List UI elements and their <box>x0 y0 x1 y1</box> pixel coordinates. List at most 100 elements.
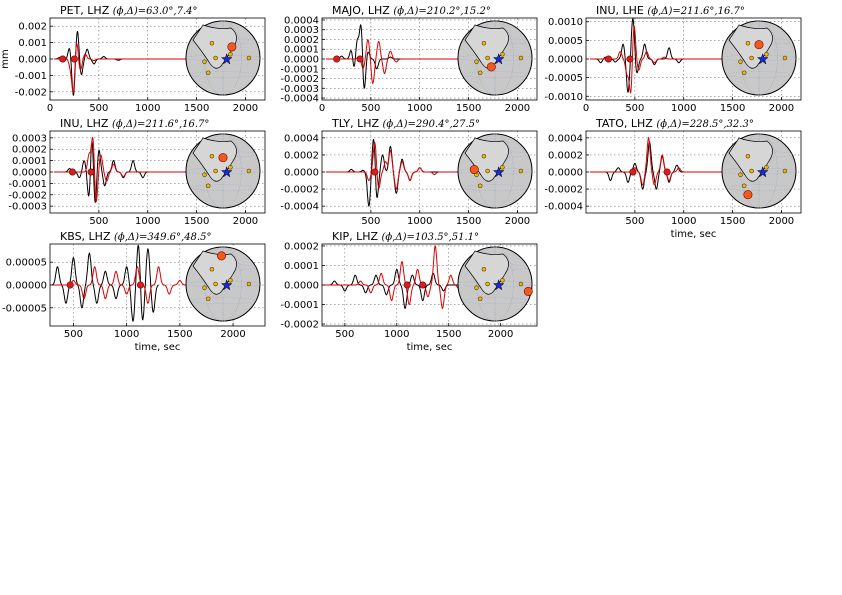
epicenter-star-icon <box>492 166 505 178</box>
x-tick-label: 0 <box>47 103 53 114</box>
parallel <box>185 167 261 175</box>
station-dot <box>481 153 487 159</box>
y-tick-label: 0.0000 <box>548 55 583 66</box>
x-tick-label: 1000 <box>407 216 432 227</box>
epicenter-star-icon <box>756 166 769 178</box>
x-axis-label: time, sec <box>671 229 717 240</box>
y-tick-label: 0.0010 <box>548 17 583 28</box>
x-tick-label: 2000 <box>233 216 258 227</box>
y-tick-label: 0.0001 <box>284 45 319 56</box>
y-tick-label: 0.001 <box>18 38 47 49</box>
parallel <box>725 184 793 191</box>
station-marker <box>218 153 228 163</box>
x-tick-label: 1000 <box>135 103 160 114</box>
station-dot <box>213 55 218 61</box>
pick-marker <box>371 168 379 176</box>
x-axis-label: time, sec <box>135 342 181 353</box>
station-dot <box>738 59 743 64</box>
x-tick-label: 500 <box>625 103 644 114</box>
x-tick-label: 1500 <box>720 103 745 114</box>
station-dot <box>749 55 754 61</box>
x-tick-label: 1000 <box>135 216 160 227</box>
y-tick-label: 0.0002 <box>284 241 319 252</box>
y-tick-label: 0.00000 <box>6 281 47 292</box>
y-tick-label: 0.0002 <box>284 150 319 161</box>
parallel <box>189 71 257 78</box>
station-dot <box>745 153 751 159</box>
globe-inset <box>721 133 797 209</box>
y-axis-label: mm <box>0 49 11 68</box>
observed-trace <box>589 141 743 190</box>
pick-marker <box>136 281 144 289</box>
meridian <box>476 20 514 96</box>
y-tick-label: 0.0003 <box>12 133 47 144</box>
x-tick-label: 1000 <box>671 103 696 114</box>
observed-trace <box>325 138 479 207</box>
y-tick-label: -0.0004 <box>280 94 319 105</box>
station-marker <box>227 42 237 52</box>
station-dot <box>205 296 211 301</box>
y-tick-label: 0.0000 <box>12 168 47 179</box>
x-tick-label: 1500 <box>456 103 481 114</box>
panel-tly-lhz: 500 1000 1500 2000 0.0004 0.0002 0.0000 -0.0002… <box>280 117 538 227</box>
station-marker <box>743 190 753 200</box>
pick-marker <box>626 55 634 63</box>
meridian <box>476 246 514 322</box>
station-dot <box>500 165 505 170</box>
station-dot <box>518 168 524 174</box>
station-dot <box>246 281 252 287</box>
y-tick-label: 0.0004 <box>548 133 583 144</box>
panel-kip-lhz: 500 1000 1500 2000 0.0002 0.0001 0.0000 -0.0001… <box>280 230 538 353</box>
epicenter-star-icon <box>220 279 233 291</box>
pick-marker <box>604 55 612 63</box>
station-dot <box>228 278 233 283</box>
station-dot <box>474 285 479 290</box>
panel-inu-lhe: 0 500 1000 1500 2000 0.0010 0.0005 0.0000 -0.000… <box>544 4 802 114</box>
station-dot <box>246 55 252 61</box>
station-dot <box>209 267 215 272</box>
y-tick-label: 0.0000 <box>284 168 319 179</box>
station-dot <box>742 183 747 189</box>
parallel <box>461 71 529 78</box>
station-dot <box>213 168 218 174</box>
x-tick-label: 0 <box>583 103 589 114</box>
pick-marker <box>663 168 671 176</box>
epicenter-star-icon <box>492 53 505 65</box>
observed-trace <box>53 31 207 96</box>
epicenter-star-icon <box>220 53 233 65</box>
meridian <box>476 133 514 209</box>
x-tick-label: 1000 <box>407 103 432 114</box>
globe-inset <box>185 133 261 209</box>
x-tick-label: 500 <box>361 103 380 114</box>
panel-title: INU, LHE (ϕ,Δ)=211.6°,16.7° <box>596 4 745 17</box>
y-tick-label: 0.0002 <box>284 35 319 46</box>
epicenter-star-icon <box>492 279 505 291</box>
x-tick-label: 1500 <box>167 329 192 340</box>
station-marker <box>486 62 496 72</box>
x-tick-label: 1000 <box>671 216 696 227</box>
y-tick-label: -0.00005 <box>2 303 47 314</box>
y-tick-label: 0.0001 <box>284 261 319 272</box>
y-tick-label: -0.0004 <box>544 202 583 213</box>
y-tick-label: 0.002 <box>18 22 47 33</box>
x-tick-label: 2000 <box>505 216 530 227</box>
parallel <box>461 297 529 304</box>
y-tick-label: -0.0005 <box>544 73 583 84</box>
station-dot <box>518 55 524 61</box>
station-dot <box>205 183 211 189</box>
y-tick-label: -0.0004 <box>280 202 319 213</box>
y-tick-label: -0.0002 <box>544 185 583 196</box>
station-dot <box>749 168 754 174</box>
pick-marker <box>333 55 341 63</box>
station-dot <box>782 55 788 61</box>
y-tick-label: 0.0001 <box>12 156 47 167</box>
y-tick-label: -0.0002 <box>280 320 319 331</box>
observed-trace <box>324 268 460 310</box>
station-dot <box>500 278 505 283</box>
x-tick-label: 1500 <box>456 216 481 227</box>
station-dot <box>209 41 215 46</box>
station-dot <box>478 183 483 189</box>
station-dot <box>213 281 218 287</box>
meridian <box>740 133 778 209</box>
